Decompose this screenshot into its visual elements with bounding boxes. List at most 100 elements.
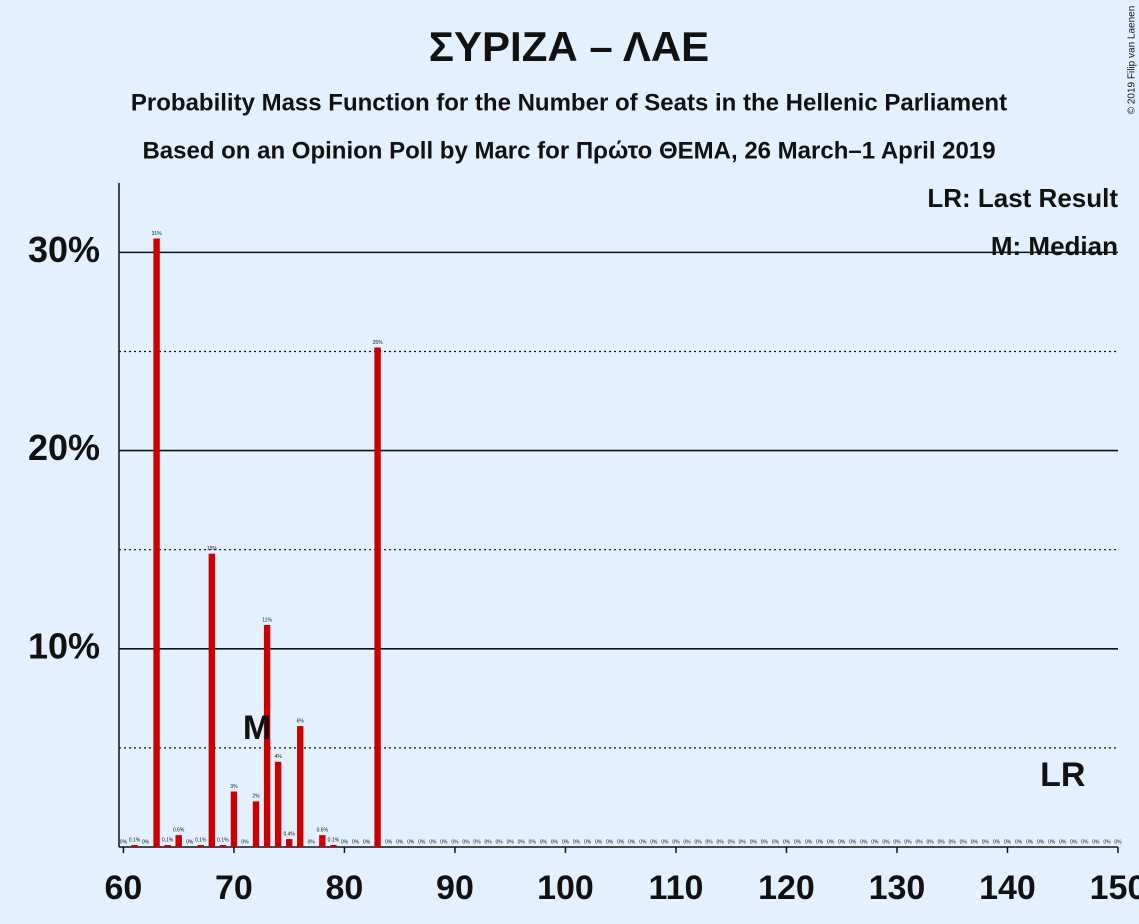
value-label: 0% (1026, 839, 1034, 845)
value-label: 0% (484, 839, 492, 845)
bar (374, 347, 381, 847)
value-label: 0% (341, 839, 349, 845)
bar (285, 839, 293, 847)
value-label: 0% (573, 839, 581, 845)
value-label: 0.6% (317, 827, 329, 833)
value-label: 0% (363, 839, 371, 845)
value-label: 0% (639, 839, 647, 845)
x-tick-label: 120 (758, 869, 815, 907)
value-label: 0% (982, 839, 990, 845)
x-tick-label: 150 (1090, 869, 1139, 907)
value-label: 0% (451, 839, 459, 845)
value-label: 0.1% (162, 837, 174, 843)
value-label: 0% (429, 839, 437, 845)
value-label: 31% (152, 231, 163, 237)
value-label: 0% (650, 839, 658, 845)
value-label: 0% (683, 839, 691, 845)
value-label: 0% (308, 839, 316, 845)
value-label: 0% (772, 839, 780, 845)
value-label: 0% (838, 839, 846, 845)
value-label: 0% (816, 839, 824, 845)
value-label: 0% (1081, 839, 1089, 845)
bar (153, 238, 160, 847)
value-label: 0% (518, 839, 526, 845)
legend-entry: LR: Last Result (927, 183, 1118, 213)
value-label: 0% (739, 839, 747, 845)
value-label: 0% (551, 839, 559, 845)
value-label: 0.1% (328, 837, 340, 843)
value-label: 0% (717, 839, 725, 845)
value-label: 3% (230, 784, 238, 790)
last-result-marker: LR (1040, 756, 1085, 794)
value-label: 0% (496, 839, 504, 845)
value-label: 0% (352, 839, 360, 845)
value-label: 0% (142, 839, 150, 845)
value-label: 0% (871, 839, 879, 845)
x-tick-label: 110 (649, 869, 704, 907)
bar (197, 845, 204, 847)
value-label: 0% (728, 839, 736, 845)
value-label: 0% (120, 839, 128, 845)
value-label: 0% (507, 839, 515, 845)
value-label: 0% (949, 839, 957, 845)
value-label: 6% (297, 718, 305, 724)
value-label: 0% (960, 839, 968, 845)
bar (219, 845, 227, 847)
value-label: 0% (1048, 839, 1056, 845)
value-label: 0% (860, 839, 868, 845)
value-label: 0% (186, 839, 194, 845)
chart-subtitle: Probability Mass Function for the Number… (131, 89, 1007, 116)
value-label: 0% (241, 839, 249, 845)
value-label: 0% (915, 839, 923, 845)
value-label: 0% (473, 839, 481, 845)
bar (297, 726, 304, 847)
x-tick-label: 60 (105, 869, 143, 907)
value-label: 0% (628, 839, 636, 845)
value-label: 0% (794, 839, 802, 845)
value-label: 11% (262, 617, 272, 623)
value-label: 0% (750, 839, 758, 845)
x-tick-label: 100 (537, 869, 594, 907)
value-label: 0% (672, 839, 680, 845)
value-label: 0% (783, 839, 791, 845)
value-label: 0% (761, 839, 769, 845)
bar (263, 625, 271, 847)
value-label: 0% (540, 839, 548, 845)
value-label: 0.1% (129, 837, 141, 843)
value-label: 0% (1070, 839, 1078, 845)
value-label: 0% (1059, 839, 1067, 845)
value-label: 0% (661, 839, 669, 845)
x-tick-label: 70 (215, 869, 253, 907)
x-tick-label: 130 (869, 869, 926, 907)
value-label: 0% (827, 839, 835, 845)
chart-title: ΣΥΡΙΖΑ – ΛΑΕ (429, 23, 709, 70)
y-tick-label: 10% (28, 625, 100, 666)
copyright: © 2019 Filip van Laenen (1127, 6, 1138, 115)
value-label: 0% (706, 839, 714, 845)
x-tick-label: 80 (326, 869, 364, 907)
value-label: 0% (938, 839, 946, 845)
bar (274, 761, 282, 847)
value-label: 0% (882, 839, 890, 845)
value-label: 0% (893, 839, 901, 845)
value-label: 4% (275, 754, 283, 760)
value-label: 0% (385, 839, 393, 845)
bar (252, 801, 260, 847)
value-label: 0% (529, 839, 537, 845)
bar (230, 791, 238, 847)
value-label: 0% (694, 839, 702, 845)
value-label: 0% (462, 839, 470, 845)
legend-entry: M: Median (991, 231, 1118, 261)
value-label: 0% (440, 839, 448, 845)
median-marker: M (243, 709, 271, 747)
value-label: 0.4% (283, 831, 295, 837)
x-tick-label: 90 (436, 869, 474, 907)
value-label: 0% (396, 839, 404, 845)
chart-subtitle: Based on an Opinion Poll by Marc for Πρώ… (142, 137, 995, 164)
value-label: 0% (606, 839, 614, 845)
value-label: 0% (1103, 839, 1111, 845)
value-label: 0% (904, 839, 912, 845)
value-label: 15% (207, 546, 218, 552)
